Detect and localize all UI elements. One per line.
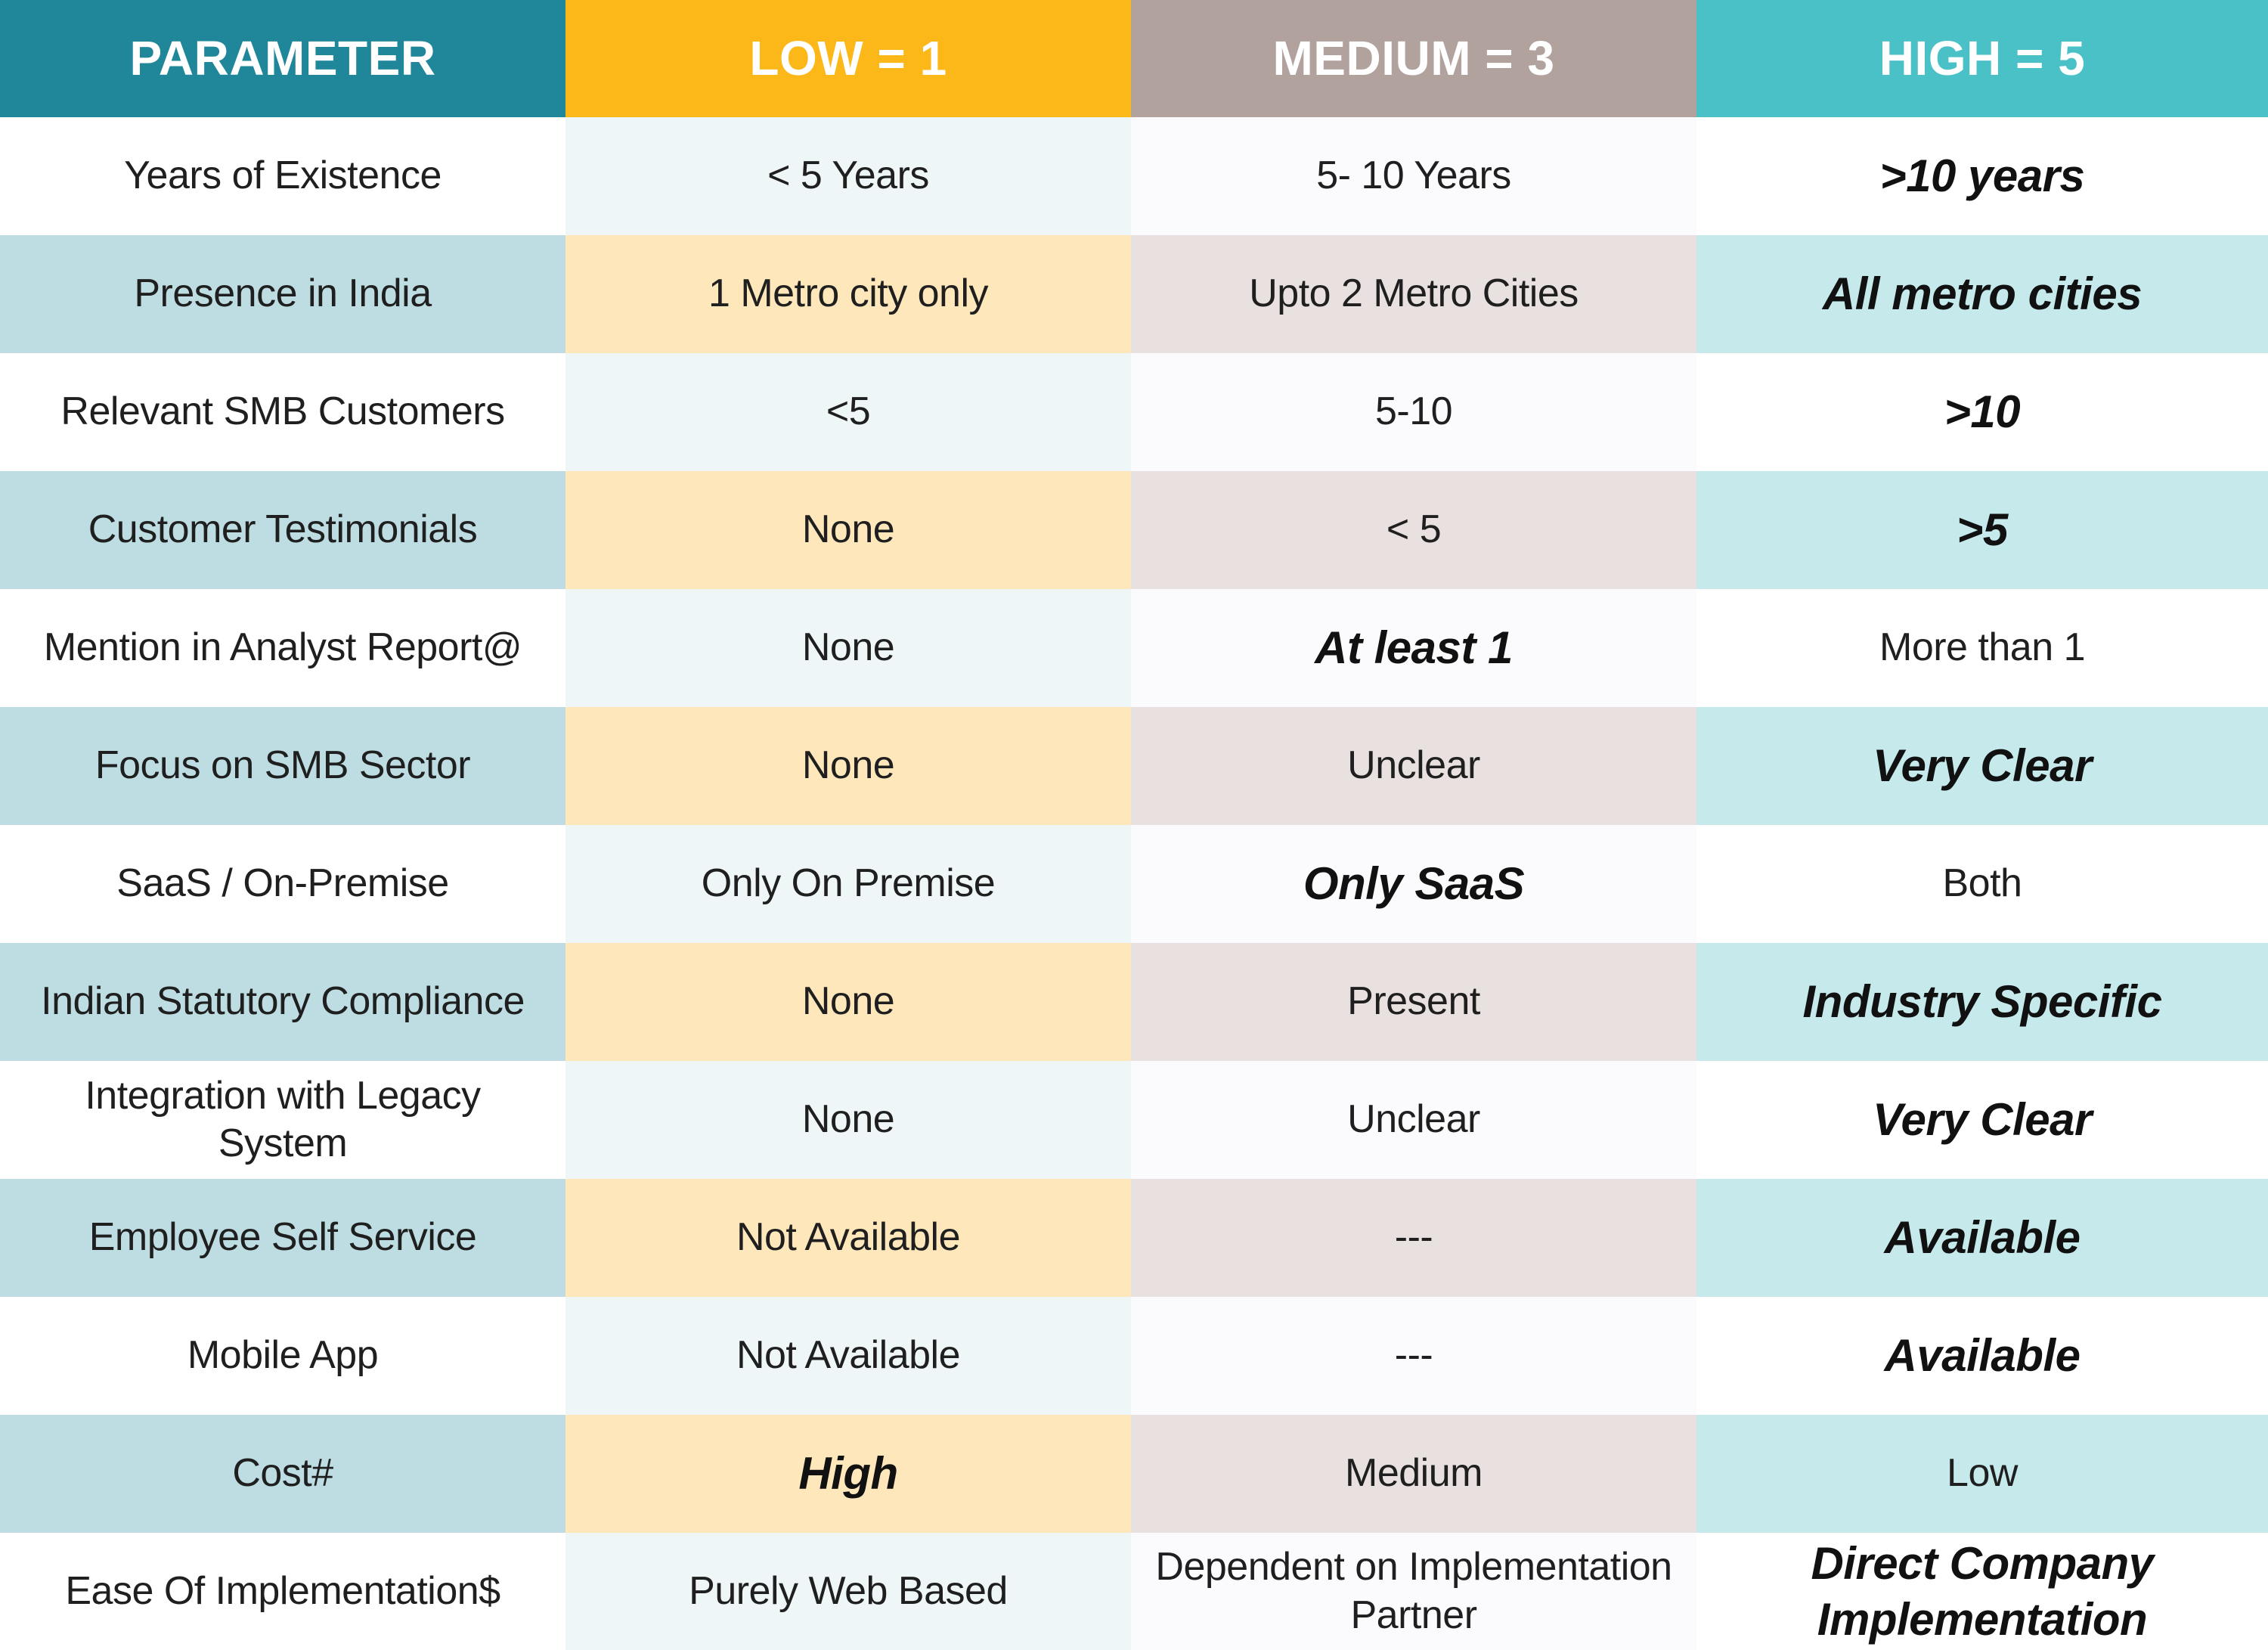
high-value-cell: >10 [1696,353,2268,471]
low-value-cell: None [565,471,1131,589]
high-value-cell: Direct Company Implementation [1696,1533,2268,1650]
high-value-cell: Very Clear [1696,1061,2268,1179]
low-value-cell: None [565,589,1131,707]
low-value-cell: None [565,1061,1131,1179]
medium-value-cell: Unclear [1131,707,1696,825]
high-value-cell: Industry Specific [1696,943,2268,1061]
medium-value-cell: --- [1131,1179,1696,1297]
high-value-cell: Both [1696,825,2268,943]
low-value-cell: < 5 Years [565,117,1131,235]
header-low: LOW = 1 [565,0,1131,117]
parameter-cell: Employee Self Service [0,1179,565,1297]
low-value-cell: None [565,943,1131,1061]
high-value-cell: Very Clear [1696,707,2268,825]
parameter-cell: Ease Of Implementation$ [0,1533,565,1650]
medium-value-cell: 5-10 [1131,353,1696,471]
medium-value-cell: Upto 2 Metro Cities [1131,235,1696,353]
parameter-cell: Years of Existence [0,117,565,235]
medium-value-cell: Medium [1131,1415,1696,1533]
low-value-cell: <5 [565,353,1131,471]
parameter-cell: Customer Testimonials [0,471,565,589]
medium-value-cell: --- [1131,1297,1696,1415]
parameter-cell: Mobile App [0,1297,565,1415]
high-value-cell: >10 years [1696,117,2268,235]
medium-value-cell: Present [1131,943,1696,1061]
high-value-cell: Low [1696,1415,2268,1533]
header-high: HIGH = 5 [1696,0,2268,117]
low-value-cell: None [565,707,1131,825]
header-medium: MEDIUM = 3 [1131,0,1696,117]
high-value-cell: Available [1696,1297,2268,1415]
low-value-cell: 1 Metro city only [565,235,1131,353]
parameter-cell: Indian Statutory Compliance [0,943,565,1061]
high-value-cell: >5 [1696,471,2268,589]
parameter-cell: Relevant SMB Customers [0,353,565,471]
medium-value-cell: At least 1 [1131,589,1696,707]
low-value-cell: Purely Web Based [565,1533,1131,1650]
parameter-cell: SaaS / On-Premise [0,825,565,943]
medium-value-cell: Unclear [1131,1061,1696,1179]
low-value-cell: Not Available [565,1297,1131,1415]
medium-value-cell: Dependent on Implementation Partner [1131,1533,1696,1650]
high-value-cell: More than 1 [1696,589,2268,707]
low-value-cell: Only On Premise [565,825,1131,943]
parameter-cell: Cost# [0,1415,565,1533]
high-value-cell: Available [1696,1179,2268,1297]
high-value-cell: All metro cities [1696,235,2268,353]
medium-value-cell: Only SaaS [1131,825,1696,943]
low-value-cell: High [565,1415,1131,1533]
header-parameter: PARAMETER [0,0,565,117]
parameter-cell: Mention in Analyst Report@ [0,589,565,707]
medium-value-cell: 5- 10 Years [1131,117,1696,235]
low-value-cell: Not Available [565,1179,1131,1297]
parameter-cell: Integration with Legacy System [0,1061,565,1179]
parameter-cell: Focus on SMB Sector [0,707,565,825]
parameter-cell: Presence in India [0,235,565,353]
medium-value-cell: < 5 [1131,471,1696,589]
